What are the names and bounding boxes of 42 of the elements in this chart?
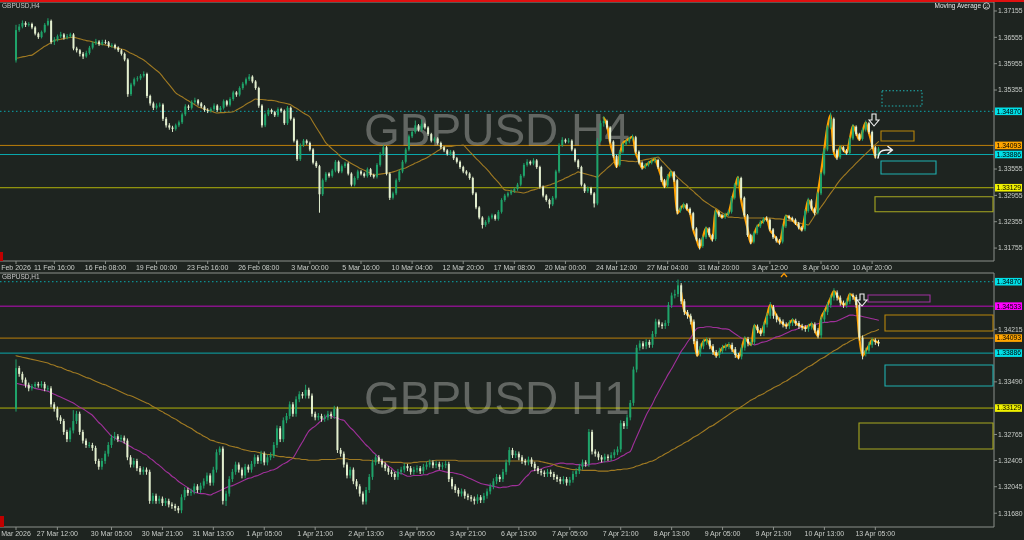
candlestick [361,490,364,505]
candlestick [328,171,331,179]
candlestick [836,289,839,302]
candlestick [832,287,835,302]
candlestick [295,395,298,418]
candlestick [310,392,313,418]
candlestick [536,465,539,475]
candlestick [459,159,462,170]
candlestick [330,411,333,420]
candlestick [151,492,154,505]
line-series [15,314,880,496]
candlestick [667,301,670,327]
candlestick [486,488,489,500]
candlestick [635,344,638,373]
candlestick [50,385,53,408]
candlestick [215,448,218,474]
candlestick [180,493,183,514]
candlestick [753,323,756,346]
candlestick [212,466,215,487]
candlestick [852,292,855,301]
candlestick [720,213,723,220]
candlestick [400,466,403,476]
candlestick [861,334,864,360]
candlestick [381,458,384,468]
candlestick [820,316,823,339]
candlestick [571,470,574,484]
candlestick [15,358,17,413]
candlestick [657,318,660,328]
candlestick [15,24,17,64]
candlestick [282,416,285,443]
candlestick [190,488,193,497]
candlestick [591,429,594,455]
candlestick [186,487,189,497]
candlestick [256,454,259,465]
candlestick [286,105,289,126]
candlestick [245,77,247,86]
candlestick [712,343,714,356]
candlestick [130,82,132,97]
candlestick [817,327,820,339]
candlestick [360,169,362,176]
candlestick [193,97,196,105]
candlestick [126,437,129,461]
